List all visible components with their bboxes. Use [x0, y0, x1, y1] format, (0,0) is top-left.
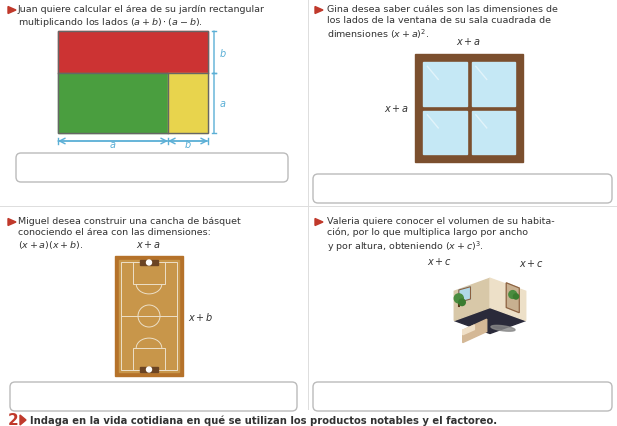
Text: conociendo el área con las dimensiones:: conociendo el área con las dimensiones:: [18, 227, 211, 236]
Bar: [140, 367, 158, 372]
Text: $x + a$: $x + a$: [136, 239, 162, 249]
Text: $x + a$: $x + a$: [384, 103, 409, 114]
Circle shape: [146, 260, 152, 265]
Text: $x + a$: $x + a$: [457, 36, 482, 47]
Bar: [423, 111, 466, 155]
Text: y por altura, obteniendo $(x + c)^3$.: y por altura, obteniendo $(x + c)^3$.: [327, 239, 484, 253]
Polygon shape: [454, 308, 526, 334]
Polygon shape: [20, 415, 26, 425]
FancyBboxPatch shape: [313, 175, 612, 204]
Text: los lados de la ventana de su sala cuadrada de: los lados de la ventana de su sala cuadr…: [327, 16, 551, 25]
Polygon shape: [507, 283, 520, 313]
Polygon shape: [459, 287, 471, 302]
Text: $b$: $b$: [184, 138, 192, 150]
Polygon shape: [8, 8, 16, 14]
Text: Gina desea saber cuáles son las dimensiones de: Gina desea saber cuáles son las dimensio…: [327, 5, 558, 14]
Bar: [168, 74, 208, 134]
Text: multiplicando los lados $(a + b)\cdot(a - b)$.: multiplicando los lados $(a + b)\cdot(a …: [18, 16, 203, 29]
Circle shape: [513, 294, 519, 299]
Text: $a$: $a$: [109, 140, 117, 150]
Text: $b$: $b$: [219, 47, 226, 59]
Bar: [133, 348, 165, 370]
Text: $x + b$: $x + b$: [188, 310, 213, 322]
Bar: [58, 74, 168, 134]
Bar: [119, 260, 179, 372]
Polygon shape: [490, 279, 526, 321]
FancyBboxPatch shape: [10, 382, 297, 411]
Bar: [471, 111, 515, 155]
Bar: [58, 32, 208, 74]
Circle shape: [454, 294, 463, 303]
Polygon shape: [315, 219, 323, 226]
Circle shape: [509, 291, 516, 299]
Text: Indaga en la vida cotidiana en qué se utilizan los productos notables y el facto: Indaga en la vida cotidiana en qué se ut…: [30, 415, 497, 425]
Polygon shape: [491, 325, 515, 331]
Text: $(x + a)(x + b)$.: $(x + a)(x + b)$.: [18, 239, 83, 250]
Polygon shape: [463, 325, 474, 335]
Bar: [115, 256, 183, 376]
Polygon shape: [8, 219, 16, 226]
Text: $x + c$: $x + c$: [428, 256, 453, 266]
Polygon shape: [315, 8, 323, 14]
Bar: [58, 32, 208, 134]
Bar: [471, 63, 515, 106]
Text: $x + c$: $x + c$: [520, 257, 545, 268]
Bar: [133, 262, 165, 284]
Text: dimensiones $(x + a)^2$.: dimensiones $(x + a)^2$.: [327, 27, 429, 40]
Bar: [423, 63, 466, 106]
Text: Juan quiere calcular el área de su jardín rectangular: Juan quiere calcular el área de su jardí…: [18, 5, 265, 14]
Circle shape: [459, 299, 465, 306]
Polygon shape: [454, 279, 490, 321]
Text: 2: 2: [8, 412, 19, 426]
FancyBboxPatch shape: [16, 154, 288, 183]
Bar: [140, 260, 158, 265]
Text: ción, por lo que multiplica largo por ancho: ción, por lo que multiplica largo por an…: [327, 227, 528, 237]
Text: Valeria quiere conocer el volumen de su habita-: Valeria quiere conocer el volumen de su …: [327, 216, 555, 225]
Bar: [415, 55, 523, 163]
FancyBboxPatch shape: [313, 382, 612, 411]
Bar: [121, 262, 177, 370]
Text: $a$: $a$: [219, 99, 226, 109]
Polygon shape: [463, 320, 487, 343]
Circle shape: [146, 367, 152, 372]
Text: Miguel desea construir una cancha de básquet: Miguel desea construir una cancha de bás…: [18, 216, 241, 225]
